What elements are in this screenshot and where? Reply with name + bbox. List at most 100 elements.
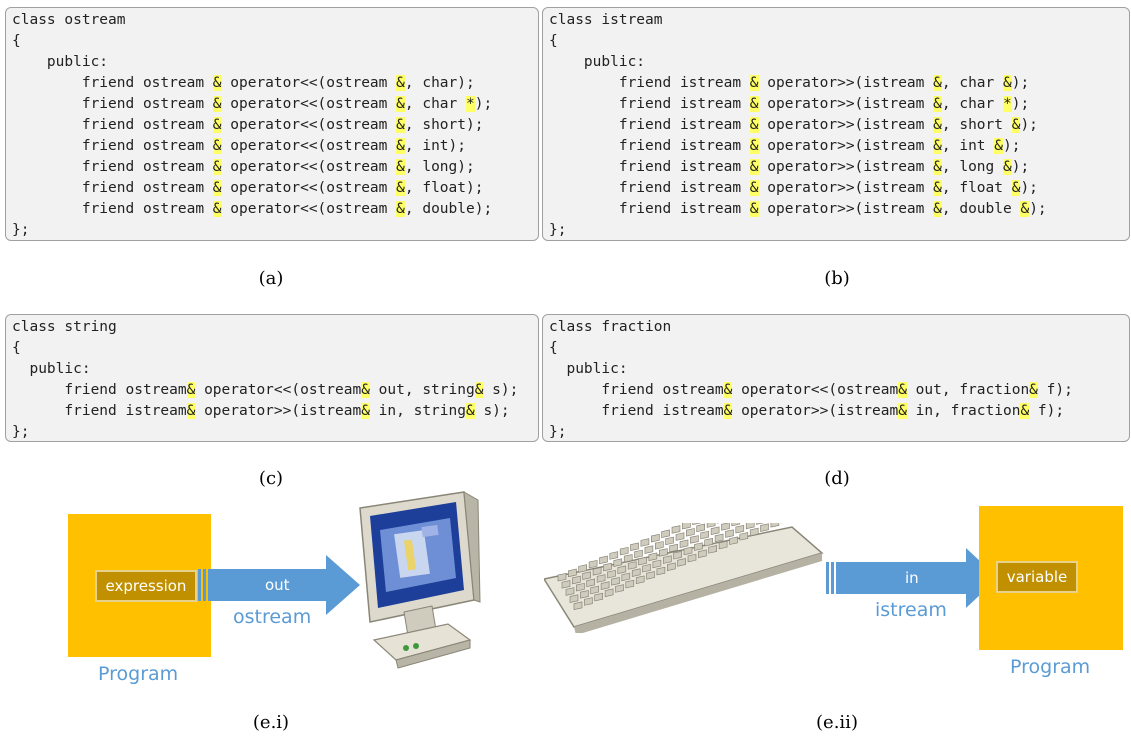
code-line: { <box>12 338 21 359</box>
keyboard-key <box>756 523 765 525</box>
highlighted-token: & <box>749 117 759 133</box>
code-line: }; <box>549 220 567 240</box>
code-token: public: <box>46 54 109 70</box>
keyboard-key <box>770 523 780 528</box>
highlighted-token: & <box>474 382 484 398</box>
code-line: friend ostream & operator<<(ostream &, d… <box>12 199 492 220</box>
keyboard-key <box>625 579 635 589</box>
istream-label: istream <box>875 599 947 621</box>
keyboard-icon <box>544 523 824 633</box>
code-token: }; <box>549 222 567 238</box>
keyboard-key <box>631 568 641 577</box>
code-token: , short <box>941 117 1012 133</box>
caption-d: (d) <box>824 468 850 489</box>
code-token: ); <box>1011 159 1030 175</box>
code-token: operator<<(ostream <box>221 138 397 154</box>
code-token: class string <box>12 319 117 335</box>
code-token: friend ostream <box>81 96 213 112</box>
keyboard-key <box>573 601 583 610</box>
code-line: friend ostream & operator<<(ostream &, l… <box>12 157 475 178</box>
caption-e-ii: (e.ii) <box>816 712 858 733</box>
caption-c: (c) <box>258 468 284 489</box>
code-line: friend ostream & operator<<(ostream &, c… <box>12 73 475 94</box>
keyboard-key <box>644 545 654 554</box>
keyboard-key <box>651 533 660 543</box>
highlighted-token: & <box>933 96 942 112</box>
code-token: , char <box>941 96 1003 112</box>
highlighted-token: & <box>1011 117 1021 133</box>
code-token: operator<<(ostream <box>732 382 899 398</box>
highlighted-token: & <box>933 159 942 175</box>
code-token: friend ostream <box>81 138 213 154</box>
code-token: operator>>(istream <box>732 403 899 419</box>
keyboard-key <box>572 575 581 585</box>
code-token: operator>>(istream <box>758 117 934 133</box>
program-label-in: Program <box>1010 656 1091 678</box>
keyboard-key <box>582 571 592 580</box>
code-token: class istream <box>549 12 663 28</box>
keyboard-key <box>679 539 689 548</box>
code-token: friend ostream <box>601 382 724 398</box>
code-panel-string: class string{ public: friend ostream& op… <box>5 314 539 442</box>
keyboard-key <box>596 574 606 583</box>
highlighted-token: & <box>396 180 405 196</box>
code-token: in, fraction <box>906 403 1021 419</box>
keyboard-key <box>584 597 593 606</box>
highlighted-token: & <box>749 96 759 112</box>
keyboard-key <box>718 540 728 550</box>
keyboard-key <box>659 548 668 557</box>
code-token: friend istream <box>618 138 750 154</box>
code-token: operator>>(istream <box>758 75 934 91</box>
highlighted-token: & <box>212 180 222 196</box>
code-line: }; <box>549 422 567 441</box>
code-line: friend istream& operator>>(istream& in, … <box>549 401 1064 422</box>
code-token: operator<<(ostream <box>221 201 397 217</box>
code-token: friend istream <box>601 403 724 419</box>
code-token: s); <box>474 403 510 419</box>
code-token: operator>>(istream <box>195 403 362 419</box>
keyboard-key <box>739 532 749 541</box>
keyboard-key <box>749 527 759 537</box>
code-token: friend ostream <box>81 75 213 91</box>
keyboard-key <box>760 523 769 532</box>
keyboard-key <box>565 587 575 596</box>
code-token: operator>>(istream <box>758 180 934 196</box>
code-token: class ostream <box>12 12 126 28</box>
keyboard-key <box>623 554 633 563</box>
keyboard-key <box>673 550 682 560</box>
keyboard-key <box>731 523 741 527</box>
code-token: f); <box>1037 382 1073 398</box>
code-line: friend ostream& operator<<(ostream& out,… <box>12 380 518 401</box>
highlighted-token: & <box>749 159 759 175</box>
monitor-icon <box>359 491 481 669</box>
highlighted-token: & <box>749 138 759 154</box>
code-token: { <box>549 340 558 356</box>
highlighted-token: & <box>723 382 733 398</box>
code-token: friend ostream <box>81 159 213 175</box>
keyboard-key <box>704 537 713 547</box>
keyboard-key <box>592 567 602 576</box>
code-token: , float); <box>404 180 484 196</box>
keyboard-key <box>683 546 693 556</box>
code-token: operator>>(istream <box>758 159 934 175</box>
highlighted-token: & <box>898 403 907 419</box>
highlighted-token: & <box>396 117 405 133</box>
highlighted-token: & <box>1011 180 1021 196</box>
code-line: friend ostream & operator<<(ostream &, c… <box>12 94 492 115</box>
code-token: operator<<(ostream <box>221 75 397 91</box>
code-token: }; <box>549 424 567 440</box>
keyboard-key <box>646 571 655 580</box>
highlighted-token: & <box>933 180 942 196</box>
keyboard-key <box>635 575 645 584</box>
code-token: ); <box>1029 201 1047 217</box>
code-token: operator>>(istream <box>758 138 934 154</box>
code-token: operator<<(ostream <box>221 96 397 112</box>
keyboard-key <box>663 555 672 564</box>
code-token: }; <box>12 424 30 440</box>
code-token: friend istream <box>618 159 750 175</box>
code-panel-istream: class istream { public: friend istream & … <box>542 7 1130 241</box>
keyboard-key <box>603 562 612 572</box>
code-token: friend istream <box>618 201 750 217</box>
highlighted-token: & <box>361 382 370 398</box>
code-token: { <box>549 33 558 49</box>
